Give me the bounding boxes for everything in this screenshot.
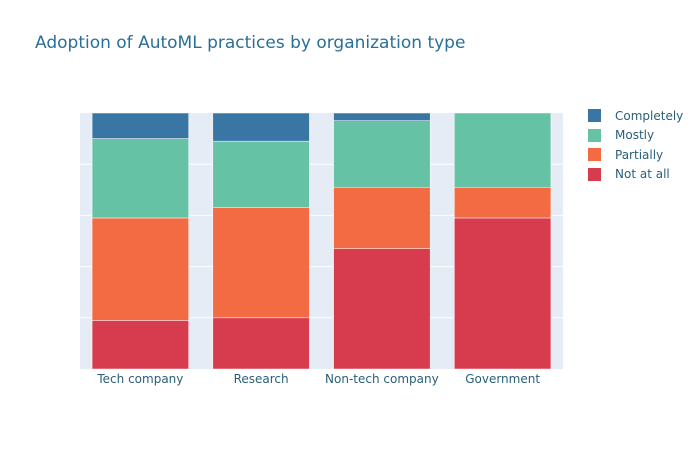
bar-research-completely — [212, 112, 310, 142]
legend-swatch — [588, 128, 601, 142]
x-tick-label: Non-tech company — [325, 372, 439, 386]
bar-non-tech-company-not-at-all — [333, 248, 431, 370]
x-tick-label: Government — [465, 372, 540, 386]
legend-swatch — [588, 109, 601, 123]
bar-government-mostly — [454, 112, 552, 188]
bar-tech-company-completely — [91, 112, 189, 139]
bar-non-tech-company-partially — [333, 186, 431, 249]
legend-label: Partially — [615, 147, 664, 162]
x-tick-label: Research — [234, 372, 289, 386]
legend-item[interactable]: Completely — [588, 106, 683, 126]
bar-non-tech-company-mostly — [333, 120, 431, 188]
x-tick-label: Tech company — [96, 372, 183, 386]
legend-label: Not at all — [615, 167, 670, 182]
bar-government-partially — [454, 186, 552, 219]
legend-item[interactable]: Not at all — [588, 165, 683, 185]
bar-research-not-at-all — [212, 317, 310, 370]
bar-government-not-at-all — [454, 217, 552, 370]
bar-research-mostly — [212, 140, 310, 208]
bar-tech-company-mostly — [91, 138, 189, 219]
x-axis-ticks: Tech company Research Non-tech company Gove… — [96, 372, 540, 386]
bar-research-partially — [212, 207, 310, 319]
legend-swatch — [588, 148, 601, 162]
bar-tech-company-not-at-all — [91, 320, 189, 370]
legend-item[interactable]: Partially — [588, 145, 683, 165]
legend-label: Mostly — [615, 128, 655, 143]
chart-title: Adoption of AutoML practices by organiza… — [35, 33, 466, 53]
bar-tech-company-partially — [91, 217, 189, 321]
legend-swatch — [588, 167, 601, 181]
legend: Completely Mostly Partially Not at all — [588, 106, 683, 184]
bar-non-tech-company-completely — [333, 112, 431, 121]
legend-item[interactable]: Mostly — [588, 126, 683, 146]
bars — [91, 112, 552, 370]
legend-label: Completely — [615, 108, 684, 123]
